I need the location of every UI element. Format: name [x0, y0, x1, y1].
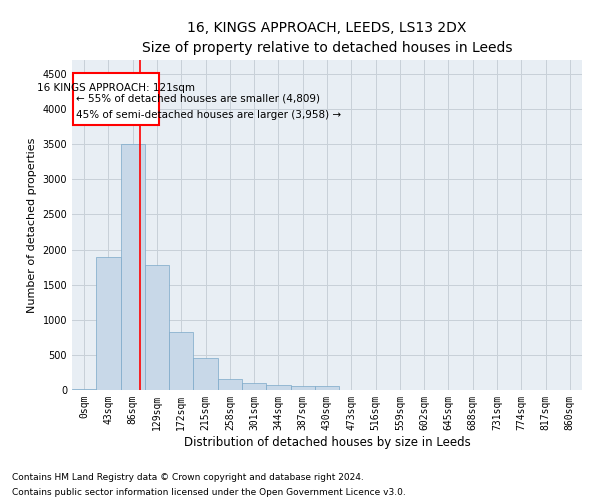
Bar	[315, 386, 339, 390]
Bar	[242, 383, 266, 390]
Bar	[218, 379, 242, 390]
X-axis label: Distribution of detached houses by size in Leeds: Distribution of detached houses by size …	[184, 436, 470, 448]
Bar	[145, 265, 169, 390]
Text: 45% of semi-detached houses are larger (3,958) →: 45% of semi-detached houses are larger (…	[76, 110, 341, 120]
Bar	[290, 386, 315, 390]
Bar	[193, 358, 218, 390]
Y-axis label: Number of detached properties: Number of detached properties	[27, 138, 37, 312]
Text: Contains public sector information licensed under the Open Government Licence v3: Contains public sector information licen…	[12, 488, 406, 497]
FancyBboxPatch shape	[73, 74, 160, 124]
Bar	[72, 388, 96, 390]
Bar	[121, 144, 145, 390]
Text: Contains HM Land Registry data © Crown copyright and database right 2024.: Contains HM Land Registry data © Crown c…	[12, 473, 364, 482]
Title: 16, KINGS APPROACH, LEEDS, LS13 2DX
Size of property relative to detached houses: 16, KINGS APPROACH, LEEDS, LS13 2DX Size…	[142, 21, 512, 54]
Bar	[266, 385, 290, 390]
Bar	[96, 256, 121, 390]
Bar	[169, 332, 193, 390]
Text: ← 55% of detached houses are smaller (4,809): ← 55% of detached houses are smaller (4,…	[76, 94, 320, 104]
Text: 16 KINGS APPROACH: 121sqm: 16 KINGS APPROACH: 121sqm	[37, 82, 196, 92]
